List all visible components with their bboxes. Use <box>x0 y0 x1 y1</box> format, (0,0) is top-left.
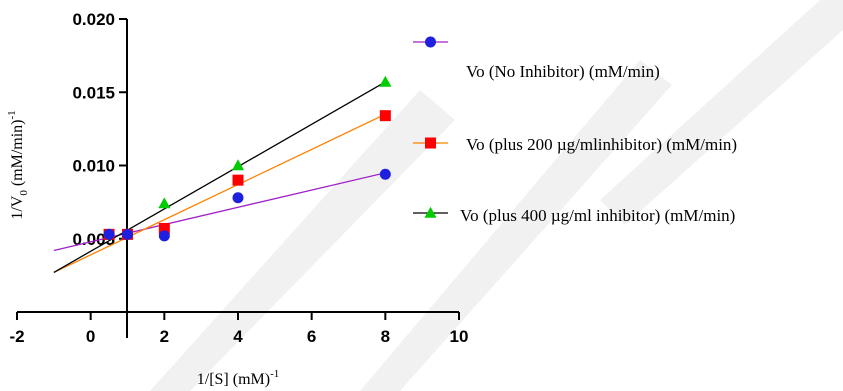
x-tick-label: 6 <box>307 327 316 346</box>
data-point <box>122 228 133 240</box>
x-tick-label: 10 <box>450 327 469 346</box>
data-point <box>103 228 115 240</box>
trend-line <box>53 113 386 274</box>
legend-label: Vo (plus 200 µg/mlinhibitor) (mM/min) <box>466 135 737 154</box>
data-markers <box>103 75 392 242</box>
data-point <box>379 168 391 180</box>
legend-swatch-marker <box>425 137 436 149</box>
data-point <box>158 197 171 209</box>
legend-label: Vo (No Inhibitor) (mM/min) <box>466 62 660 81</box>
trend-lines <box>53 81 386 274</box>
watermark <box>150 0 843 391</box>
x-tick-label: 0 <box>86 327 95 346</box>
legend-swatch-marker <box>424 206 437 218</box>
y-tick-label: 0.010 <box>72 157 115 176</box>
data-point <box>379 75 392 87</box>
x-tick-label: 2 <box>160 327 169 346</box>
data-point <box>232 174 244 186</box>
y-axis-title: 1/V0 (mM/min)-1 <box>6 110 30 219</box>
data-point <box>158 222 170 234</box>
data-point <box>158 230 170 242</box>
data-point <box>232 192 244 204</box>
data-point <box>231 159 245 171</box>
x-tick-label: 8 <box>381 327 390 346</box>
y-tick-label: 0.015 <box>72 83 115 102</box>
legend-label: Vo (plus 400 µg/ml inhibitor) (mM/min) <box>460 206 735 225</box>
trend-line <box>53 81 386 274</box>
legend: Vo (No Inhibitor) (mM/min) Vo (plus 200 µ… <box>413 36 737 225</box>
legend-swatch-marker <box>425 36 436 48</box>
x-tick-label: -2 <box>9 327 24 346</box>
x-tick-label: 4 <box>233 327 243 346</box>
y-tick-label: 0.020 <box>72 10 115 29</box>
data-point <box>379 110 391 122</box>
x-axis-title: 1/[S] (mM)-1 <box>197 368 280 388</box>
